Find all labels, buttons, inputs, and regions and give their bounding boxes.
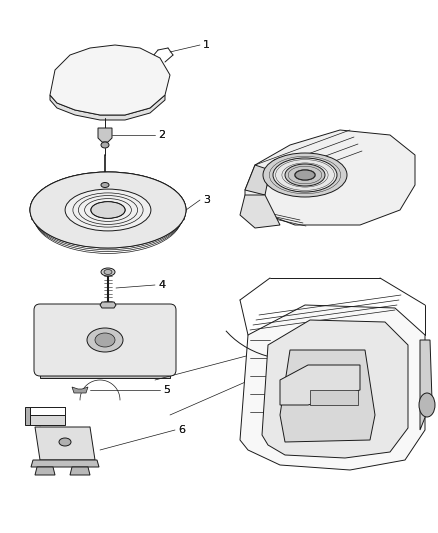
- Polygon shape: [245, 130, 415, 225]
- Polygon shape: [50, 95, 165, 120]
- Polygon shape: [280, 350, 375, 442]
- Text: 4: 4: [158, 280, 165, 290]
- Polygon shape: [420, 340, 432, 430]
- Ellipse shape: [59, 438, 71, 446]
- Ellipse shape: [30, 172, 186, 248]
- Text: 5: 5: [163, 385, 170, 395]
- Ellipse shape: [101, 142, 109, 148]
- Text: 6: 6: [178, 425, 185, 435]
- Ellipse shape: [285, 164, 325, 186]
- Polygon shape: [35, 427, 95, 460]
- Polygon shape: [50, 45, 170, 115]
- Text: 6: 6: [178, 425, 185, 435]
- Polygon shape: [262, 320, 408, 458]
- Polygon shape: [310, 390, 358, 405]
- Polygon shape: [40, 370, 170, 378]
- Ellipse shape: [95, 333, 115, 347]
- Text: 1: 1: [203, 40, 210, 50]
- Polygon shape: [98, 128, 112, 142]
- Ellipse shape: [295, 170, 315, 180]
- Ellipse shape: [101, 268, 115, 276]
- Ellipse shape: [419, 393, 435, 417]
- Text: 5: 5: [163, 385, 170, 395]
- Ellipse shape: [263, 153, 347, 197]
- Text: 3: 3: [203, 195, 210, 205]
- Ellipse shape: [101, 182, 109, 188]
- FancyBboxPatch shape: [34, 304, 176, 376]
- Polygon shape: [72, 387, 88, 393]
- Polygon shape: [25, 407, 30, 425]
- Ellipse shape: [104, 270, 112, 274]
- Ellipse shape: [273, 158, 337, 192]
- Polygon shape: [30, 415, 65, 425]
- Ellipse shape: [87, 328, 123, 352]
- Polygon shape: [280, 365, 360, 405]
- Polygon shape: [245, 165, 270, 195]
- Text: 1: 1: [203, 40, 210, 50]
- Text: 2: 2: [158, 130, 165, 140]
- Polygon shape: [31, 460, 99, 467]
- Polygon shape: [30, 172, 186, 220]
- Polygon shape: [70, 467, 90, 475]
- Polygon shape: [240, 305, 425, 470]
- Ellipse shape: [65, 189, 151, 231]
- Polygon shape: [100, 302, 116, 308]
- Text: 4: 4: [158, 280, 165, 290]
- Text: 3: 3: [203, 195, 210, 205]
- Text: 2: 2: [158, 130, 165, 140]
- Ellipse shape: [30, 172, 186, 248]
- Polygon shape: [35, 467, 55, 475]
- Polygon shape: [240, 195, 280, 228]
- Ellipse shape: [91, 201, 125, 219]
